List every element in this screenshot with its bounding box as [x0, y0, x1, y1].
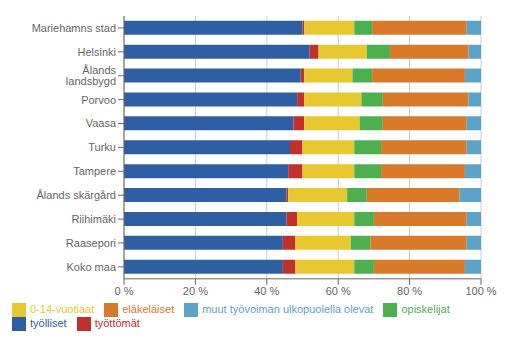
svg-text:Koko maa: Koko maa [66, 261, 116, 273]
svg-text:80 %: 80 % [397, 285, 422, 297]
svg-text:Raasepori: Raasepori [66, 237, 116, 249]
svg-text:Helsinki: Helsinki [77, 46, 116, 58]
svg-text:Porvoo: Porvoo [81, 94, 116, 106]
html-text:muut työvoiman ulkopuolella ol: muut työvoiman ulkopuolella olevat [202, 302, 374, 315]
svg-text:Mariehamns stad: Mariehamns stad [32, 22, 116, 34]
svg-text:20 %: 20 % [183, 285, 208, 297]
svg-text:Ålands skärgård: Ålands skärgård [37, 189, 117, 201]
html-text:eläkeläiset: eläkeläiset [122, 302, 175, 315]
html-text:opiskelijat: opiskelijat [401, 302, 450, 315]
svg-text:Vaasa: Vaasa [86, 117, 117, 129]
html-text:työlliset: työlliset [30, 316, 67, 329]
svg-text:100 %: 100 % [465, 285, 496, 297]
svg-text:Tampere: Tampere [73, 165, 116, 177]
svg-text:0 %: 0 % [115, 285, 134, 297]
svg-text:Riihimäki: Riihimäki [71, 213, 116, 225]
svg-text:60 %: 60 % [326, 285, 351, 297]
svg-text:Turku: Turku [88, 141, 116, 153]
svg-text:40 %: 40 % [254, 285, 279, 297]
svg-text:Ålandslandsbygd: Ålandslandsbygd [66, 64, 117, 87]
html-text:0-14-vuotiaat: 0-14-vuotiaat [30, 302, 95, 315]
html-text:työttömät: työttömät [94, 316, 140, 329]
